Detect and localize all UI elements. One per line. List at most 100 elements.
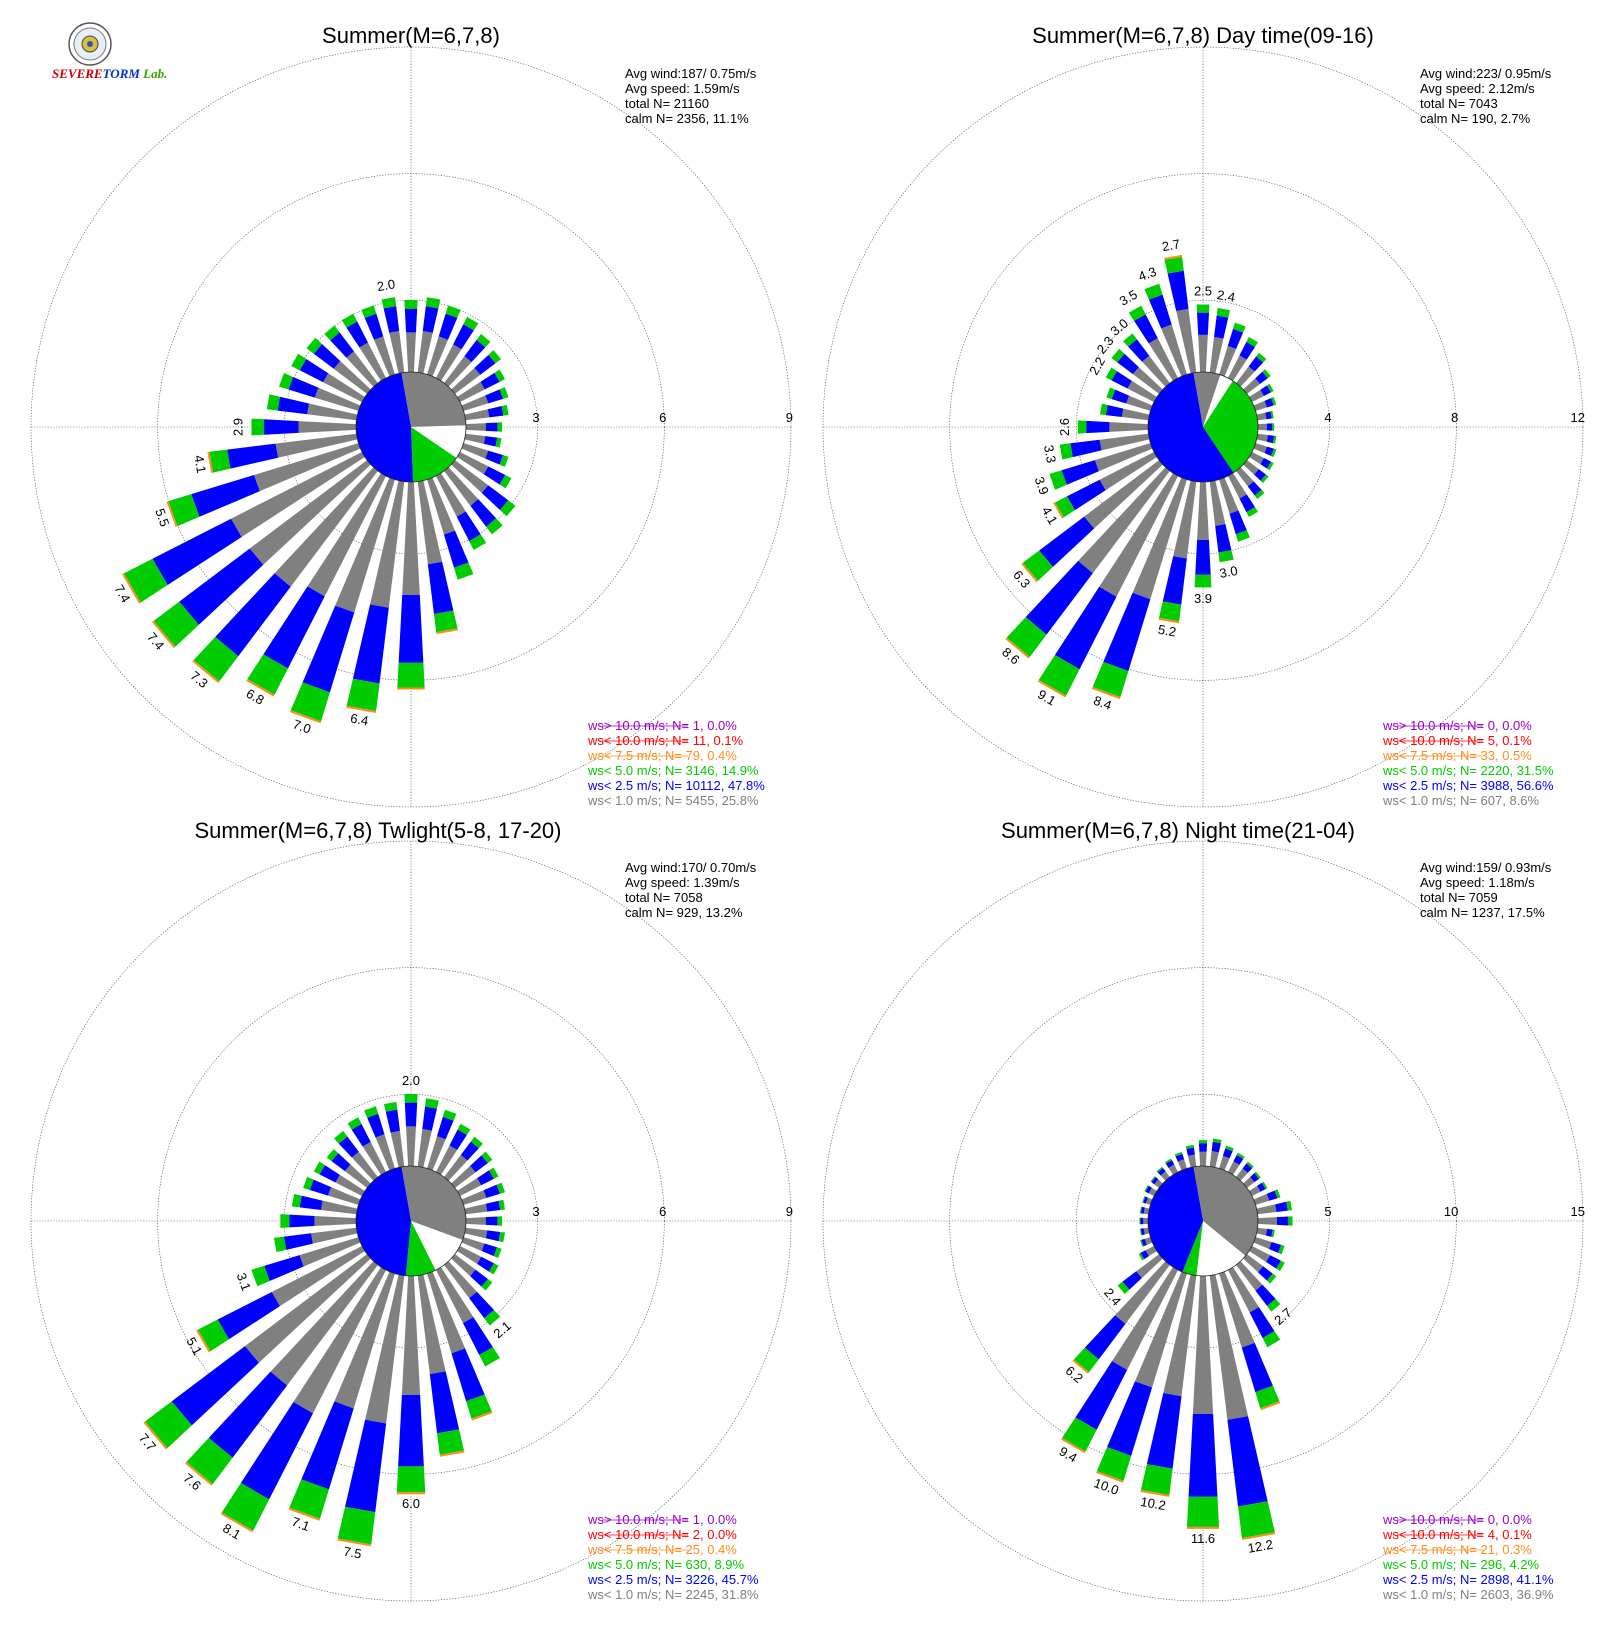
bar-segment-high — [1005, 637, 1030, 659]
bar-segment-low — [404, 308, 418, 333]
bar-segment-calm — [457, 381, 485, 403]
bar-segment-low — [1265, 1228, 1273, 1237]
bar-segment-mid — [1164, 256, 1184, 274]
calm-pie-slice — [401, 1166, 467, 1241]
bar-segment-mid — [498, 1231, 506, 1243]
bar-segment-mid — [168, 494, 200, 527]
bar-segment-low — [299, 358, 329, 383]
bar-segment-mid — [1006, 617, 1047, 657]
bar-segment-calm — [435, 1145, 458, 1175]
bar-segment-low — [481, 1243, 498, 1257]
bar-segment-high — [471, 1411, 493, 1421]
bar-segment-calm — [427, 336, 449, 377]
bar-segment-low — [1145, 1185, 1152, 1194]
bar-segment-calm — [457, 1245, 482, 1264]
bar-segment-low — [470, 1269, 488, 1287]
bar-segment-low — [1146, 1393, 1182, 1469]
bar-segment-low — [1122, 1271, 1142, 1290]
legend-entry: ws< 7.5 m/s; N= 21, 0.3% — [1382, 1542, 1532, 1557]
bar-segment-calm — [1243, 460, 1259, 475]
bar-segment-high — [1260, 1401, 1281, 1411]
bar-segment-calm — [390, 1130, 405, 1168]
calm-pie-slice — [1182, 1221, 1203, 1276]
bar-segment-low — [1143, 1196, 1148, 1204]
bar-segment-mid — [484, 1310, 501, 1326]
bar-segment-mid — [1254, 489, 1265, 500]
bar-segment-calm — [344, 1164, 371, 1188]
bar-segment-calm — [1253, 1237, 1272, 1250]
stat-line: calm N= 190, 2.7% — [1420, 111, 1531, 126]
legend-entry: ws< 7.5 m/s; N= 25, 0.4% — [587, 1542, 737, 1557]
bar-segment-mid — [1022, 550, 1053, 581]
bar-segment-mid — [145, 1401, 192, 1449]
bar-segment-calm — [293, 1267, 387, 1414]
bar-segment-high — [1096, 1471, 1124, 1483]
bar-segment-calm — [1219, 1271, 1255, 1348]
bar-segment-low — [1248, 356, 1264, 372]
bar-segment-mid — [1266, 1273, 1277, 1284]
bar-segment-calm — [444, 1261, 477, 1299]
bar-segment-low — [1275, 1201, 1288, 1212]
bar-segment-low — [1025, 560, 1093, 635]
bar-segment-calm — [444, 467, 479, 506]
bar-segment-calm — [1256, 433, 1268, 442]
bar-segment-mid — [1261, 1181, 1268, 1190]
bar-segment-mid — [500, 500, 516, 517]
bar-segment-high — [439, 1450, 465, 1457]
bar-segment-low — [1249, 1307, 1275, 1338]
bar-segment-low — [1167, 270, 1189, 311]
bar-segment-low — [1111, 371, 1132, 389]
bar-segment-low — [1157, 1167, 1166, 1176]
bar-segment-low — [1239, 341, 1256, 360]
stat-line: calm N= 1237, 17.5% — [1420, 905, 1545, 920]
stat-line: Avg wind:223/ 0.95m/s — [1420, 66, 1552, 81]
bar-segment-low — [1254, 469, 1266, 481]
bar-segment-low — [1195, 539, 1211, 575]
logo-letters: TORM — [102, 66, 140, 81]
bar-segment-calm — [1219, 1155, 1230, 1171]
bar-segment-calm — [461, 395, 489, 411]
bar-segment-mid — [1267, 383, 1274, 393]
bar-segment-mid — [486, 518, 503, 535]
bar-segment-mid — [404, 299, 418, 309]
bar-segment-mid — [1140, 1464, 1173, 1495]
bar-segment-calm — [1249, 451, 1264, 465]
bar-segment-mid — [306, 337, 322, 354]
bar-segment-mid — [1144, 283, 1163, 300]
legend-entry: ws< 5.0 m/s; N= 296, 4.2% — [1382, 1557, 1540, 1572]
ring-label: 3 — [532, 1204, 539, 1219]
bar-segment-calm — [1142, 355, 1170, 387]
bar-segment-low — [480, 372, 500, 390]
bar-segment-mid — [123, 558, 168, 603]
bar-segment-mid — [324, 325, 340, 341]
bar-segment-low — [1264, 398, 1274, 408]
bar-segment-high — [1021, 562, 1038, 583]
bar-segment-low — [404, 1102, 418, 1127]
stat-line: Avg speed: 1.18m/s — [1420, 875, 1535, 890]
bar-segment-calm — [314, 387, 361, 411]
bar-segment-calm — [1099, 451, 1157, 491]
bar-segment-low — [283, 1233, 313, 1250]
bar-segment-mid — [384, 1101, 398, 1112]
bar-segment-calm — [270, 1261, 378, 1386]
bar-segment-mid — [193, 636, 239, 682]
bar-segment-mid — [381, 297, 397, 309]
bar-segment-calm — [1227, 1267, 1259, 1313]
bar-segment-calm — [1253, 400, 1267, 411]
bar-segment-mid — [221, 1483, 270, 1531]
bar-segment-mid — [341, 313, 358, 328]
stat-line: calm N= 2356, 11.1% — [625, 111, 749, 126]
bar-segment-mid — [251, 1265, 270, 1287]
bar-segment-calm — [365, 1274, 405, 1424]
bar-segment-low — [1134, 314, 1158, 344]
bar-segment-mid — [425, 297, 441, 309]
bar-segment-mid — [1236, 1152, 1245, 1159]
stat-line: Avg speed: 1.59m/s — [625, 81, 740, 96]
bar-segment-calm — [1256, 1204, 1277, 1215]
bar-segment-calm — [333, 361, 371, 394]
bar-segment-calm — [427, 1136, 446, 1171]
bar-segment-low — [217, 1291, 280, 1340]
bar-segment-mid — [1255, 1385, 1280, 1409]
legend-entry: ws> 10.0 m/s; N= 1, 0.0% — [587, 718, 737, 733]
